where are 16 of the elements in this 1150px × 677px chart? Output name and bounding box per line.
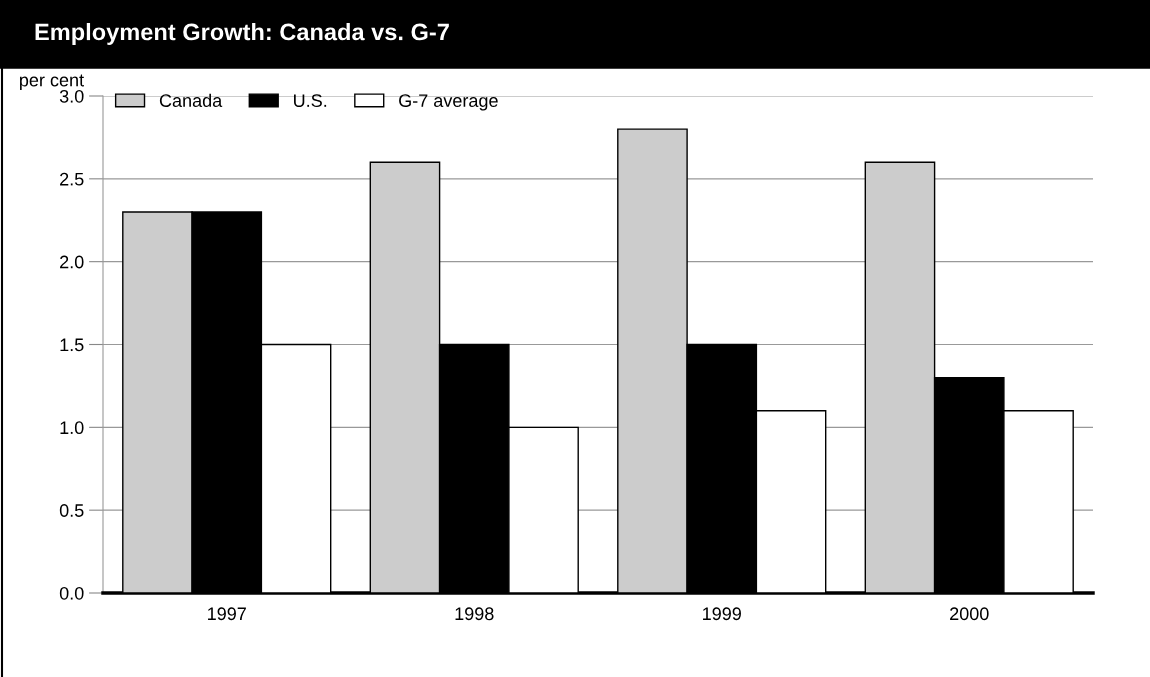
legend-label: U.S. [294, 94, 327, 107]
x-tick-label: 1998 [455, 607, 494, 621]
y-tick-label: 3.0 [59, 89, 84, 103]
x-tick-label: 1997 [208, 607, 246, 621]
y-tick-label: 1.5 [60, 338, 84, 352]
y-tick-label: 1.0 [60, 421, 84, 435]
y-tick-label: 2.0 [60, 255, 84, 269]
y-tick-label: 0.0 [59, 586, 84, 600]
x-tick-label: 1999 [703, 607, 741, 621]
x-tick-label: 2000 [950, 607, 989, 621]
legend-label: Canada [159, 93, 223, 107]
y-axis-title: per cent [20, 74, 84, 91]
y-tick-label: 2.5 [60, 172, 84, 186]
chart-title: Employment Growth: Canada vs. G-7 [35, 23, 449, 45]
legend-label: G-7 average [399, 94, 498, 111]
y-tick-label: 0.5 [59, 504, 84, 517]
